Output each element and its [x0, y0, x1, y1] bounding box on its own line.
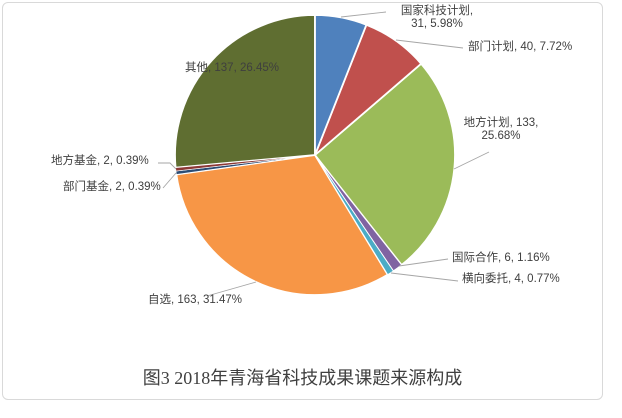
slice-label-部门计划: 部门计划, 40, 7.72%	[468, 41, 572, 54]
slice-label-line: 部门计划, 40, 7.72%	[468, 41, 573, 53]
slice-label-国家科技计划: 国家科技计划, 31, 5.98%	[372, 5, 502, 31]
chart-title: 图3 2018年青海省科技成果课题来源构成	[142, 368, 463, 388]
slice-label-line: 地方基金, 2, 0.39%	[51, 155, 149, 167]
slice-label-line: 国际合作, 6, 1.16%	[452, 252, 550, 264]
leader-line-国际合作	[398, 258, 449, 267]
slice-label-其他: 其他, 137, 26.45%	[185, 62, 279, 75]
pie-slice-自选[interactable]	[175, 154, 389, 296]
slice-label-横向委托: 横向委托, 4, 0.77%	[462, 273, 560, 286]
slice-label-部门基金: 部门基金, 2, 0.39%	[63, 181, 161, 194]
slice-label-地方计划: 地方计划, 133, 25.68%	[436, 117, 566, 143]
pie-slice-国家科技计划[interactable]	[314, 14, 368, 156]
slice-label-自选: 自选, 163, 31.47%	[148, 294, 242, 307]
slice-label-line: 地方计划, 133,	[463, 117, 539, 129]
slice-label-line: 国家科技计划,	[400, 5, 474, 17]
leader-line-地方计划	[453, 151, 490, 170]
leader-line-横向委托	[390, 272, 459, 282]
slice-label-国际合作: 国际合作, 6, 1.16%	[452, 252, 550, 265]
slice-label-line: 部门基金, 2, 0.39%	[63, 181, 161, 193]
leader-line-部门基金	[162, 172, 177, 189]
leader-line-自选	[206, 281, 257, 297]
slice-label-地方基金: 地方基金, 2, 0.39%	[51, 155, 149, 168]
slice-label-line: 25.68%	[481, 130, 521, 142]
slice-label-line: 自选, 163, 31.47%	[148, 294, 242, 306]
slice-label-line: 其他, 137, 26.45%	[185, 62, 279, 74]
leader-line-部门计划	[395, 39, 464, 49]
leader-line-地方基金	[158, 162, 177, 170]
slice-label-line: 横向委托, 4, 0.77%	[462, 273, 560, 285]
slice-label-line: 31, 5.98%	[411, 18, 463, 30]
pie-slice-横向委托[interactable]	[314, 154, 394, 276]
pie-slice-地方基金[interactable]	[175, 154, 316, 172]
pie-slice-其他[interactable]	[174, 14, 316, 169]
leader-line-国家科技计划	[340, 11, 387, 18]
